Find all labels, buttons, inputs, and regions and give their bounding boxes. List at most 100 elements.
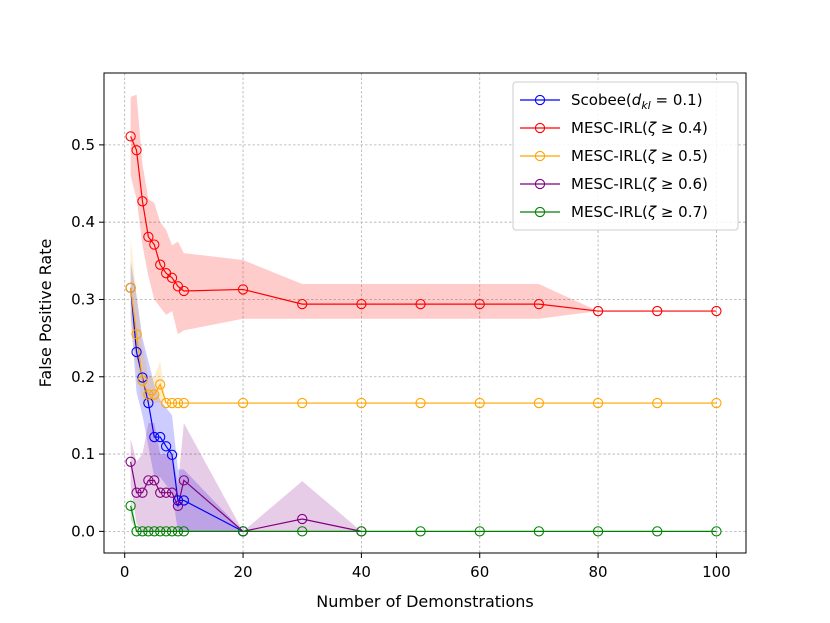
series-2-point	[652, 305, 663, 317]
series-4-point	[125, 456, 136, 467]
series-1-band	[130, 260, 244, 532]
series-3-point	[155, 379, 166, 390]
series-markers	[125, 131, 722, 537]
series-2-point	[711, 305, 722, 317]
series-2-line	[130, 136, 717, 312]
series-5-point	[592, 526, 604, 537]
series-4-point	[160, 487, 172, 498]
series-4-point	[166, 487, 178, 498]
series-4-band	[130, 423, 362, 532]
series-3-point	[131, 329, 142, 340]
series-3-point	[533, 397, 545, 409]
legend-series-5-label-var: ζ	[647, 203, 657, 221]
legend-series-1-label-suffix: = 0.1)	[651, 91, 703, 109]
series-3-point	[297, 397, 308, 409]
series-3-point	[711, 397, 722, 409]
series-3-point	[592, 397, 604, 409]
series-5-point	[237, 526, 249, 537]
legend-series-3-swatch-marker	[534, 150, 546, 162]
series-2-point	[592, 305, 604, 317]
legend-series-1-label: Scobee(dkl = 0.1)	[571, 91, 703, 112]
x-tick-label: 0	[120, 563, 130, 581]
y-tick-label: 0.5	[71, 136, 95, 154]
series-3-point	[143, 389, 154, 400]
series-5-point	[143, 526, 154, 537]
series-1-point	[137, 372, 148, 383]
series-5-point	[155, 526, 166, 537]
series-2-point	[533, 298, 545, 310]
series-2-point	[143, 231, 154, 243]
legend-series-5-label-prefix: MESC-IRL(	[571, 203, 648, 221]
series-3-point	[160, 397, 172, 409]
legend-series-4-label-suffix: ≥ 0.6)	[656, 175, 708, 193]
series-3-point	[474, 397, 485, 409]
series-1-point	[172, 495, 184, 506]
legend-series-2-swatch-marker	[534, 122, 546, 134]
legend-series-1-label-sub: kl	[641, 99, 650, 112]
series-5-point	[297, 526, 308, 537]
legend-series-4-swatch-marker	[534, 178, 546, 190]
series-2-point	[125, 131, 136, 142]
confidence-bands	[130, 94, 717, 532]
series-3-point	[172, 397, 184, 409]
series-5-point	[474, 526, 485, 537]
legend: Scobee(dkl = 0.1)MESC-IRL(ζ ≥ 0.4)MESC-I…	[512, 81, 739, 231]
x-axis-label: Number of Demonstrations	[316, 592, 534, 611]
series-3-point	[415, 397, 426, 409]
series-5-point	[652, 526, 663, 537]
legend-box	[512, 81, 739, 231]
series-lines	[130, 136, 717, 533]
series-4-point	[155, 487, 166, 498]
legend-series-2-label: MESC-IRL(ζ ≥ 0.4)	[571, 119, 708, 137]
series-5-point	[172, 526, 184, 537]
series-4-point	[137, 487, 148, 498]
y-tick-label: 0.4	[71, 213, 95, 231]
axis-ticks: 0 20 40 60 80 100 0.0 0.1 0.2 0.3 0.4 0.5	[71, 136, 731, 581]
series-5-point	[131, 526, 142, 537]
series-2-point	[237, 284, 249, 295]
legend-series-2-label-var: ζ	[647, 119, 657, 137]
series-3-point	[125, 282, 136, 294]
series-5-point	[160, 526, 172, 537]
series-4-point	[172, 500, 184, 512]
legend-series-5-swatch-marker	[534, 206, 546, 218]
series-5-line	[130, 505, 717, 532]
series-1-point	[143, 397, 154, 409]
series-2-point	[178, 285, 190, 297]
series-3-point	[178, 397, 190, 409]
x-tick-label: 20	[234, 563, 253, 581]
series-1-point	[160, 441, 172, 452]
legend-series-4-label-var: ζ	[647, 175, 657, 193]
legend-series-2-label-prefix: MESC-IRL(	[571, 119, 648, 137]
series-5-point	[137, 526, 148, 537]
legend-series-3-label-var: ζ	[647, 147, 657, 165]
legend-series-4-label: MESC-IRL(ζ ≥ 0.6)	[571, 175, 708, 193]
series-2-point	[415, 298, 426, 310]
legend-series-1-label-prefix: Scobee(	[571, 91, 632, 109]
series-5-point	[125, 500, 136, 512]
legend-series-3-label: MESC-IRL(ζ ≥ 0.5)	[571, 147, 708, 165]
series-5-point	[178, 526, 190, 537]
y-tick-label: 0.0	[71, 522, 95, 540]
series-2-point	[131, 145, 142, 156]
series-3-point	[137, 375, 148, 386]
series-5-point	[533, 526, 545, 537]
series-1-point	[131, 346, 142, 358]
legend-series-3-label-prefix: MESC-IRL(	[571, 147, 648, 165]
legend-series-3-label-suffix: ≥ 0.5)	[656, 147, 708, 165]
series-2-point	[474, 298, 485, 310]
legend-series-2-label-suffix: ≥ 0.4)	[656, 119, 708, 137]
series-4-point	[131, 487, 142, 498]
series-5-point	[166, 526, 178, 537]
legend-series-4-label-prefix: MESC-IRL(	[571, 175, 648, 193]
y-tick-label: 0.2	[71, 368, 95, 386]
series-4-point	[143, 475, 154, 486]
y-tick-label: 0.3	[71, 290, 95, 308]
x-tick-label: 100	[702, 563, 731, 581]
x-tick-label: 80	[589, 563, 608, 581]
series-4-point	[149, 475, 160, 486]
legend-series-1-swatch-marker	[534, 94, 546, 106]
series-3-point	[652, 397, 663, 409]
series-3-line	[130, 287, 717, 404]
